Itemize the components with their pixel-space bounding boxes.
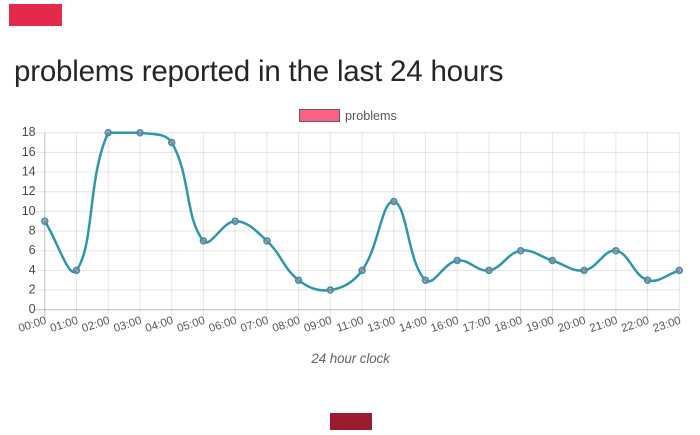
svg-text:05:00: 05:00 [176,315,207,335]
svg-text:00:00: 00:00 [17,315,48,335]
svg-text:13:00: 13:00 [366,315,397,335]
svg-text:8: 8 [29,223,36,237]
svg-text:16: 16 [22,145,36,159]
svg-text:08:00: 08:00 [271,315,302,335]
svg-text:23:00: 23:00 [652,315,683,335]
svg-text:09:00: 09:00 [303,315,334,335]
svg-text:problems: problems [345,109,397,123]
svg-text:03:00: 03:00 [112,315,143,335]
svg-text:01:00: 01:00 [49,315,80,335]
svg-text:16:00: 16:00 [430,315,461,335]
svg-text:14: 14 [22,164,36,178]
svg-text:20:00: 20:00 [556,315,587,335]
svg-text:18: 18 [22,125,36,139]
svg-text:6: 6 [29,243,36,257]
svg-text:22:00: 22:00 [620,315,651,335]
svg-text:04:00: 04:00 [144,315,175,335]
svg-text:02:00: 02:00 [81,315,112,335]
svg-text:19:00: 19:00 [525,315,556,335]
svg-text:06:00: 06:00 [208,315,239,335]
svg-text:2: 2 [29,282,36,296]
svg-text:17:00: 17:00 [461,315,492,335]
svg-text:10: 10 [22,204,36,218]
svg-text:12: 12 [22,184,36,198]
svg-text:24 hour clock: 24 hour clock [310,351,391,366]
svg-text:11:00: 11:00 [335,315,365,335]
svg-text:18:00: 18:00 [493,315,524,335]
svg-text:14:00: 14:00 [398,315,429,335]
svg-text:0: 0 [29,302,36,316]
svg-text:4: 4 [29,263,36,277]
svg-text:21:00: 21:00 [588,315,619,335]
svg-text:07:00: 07:00 [239,315,270,335]
